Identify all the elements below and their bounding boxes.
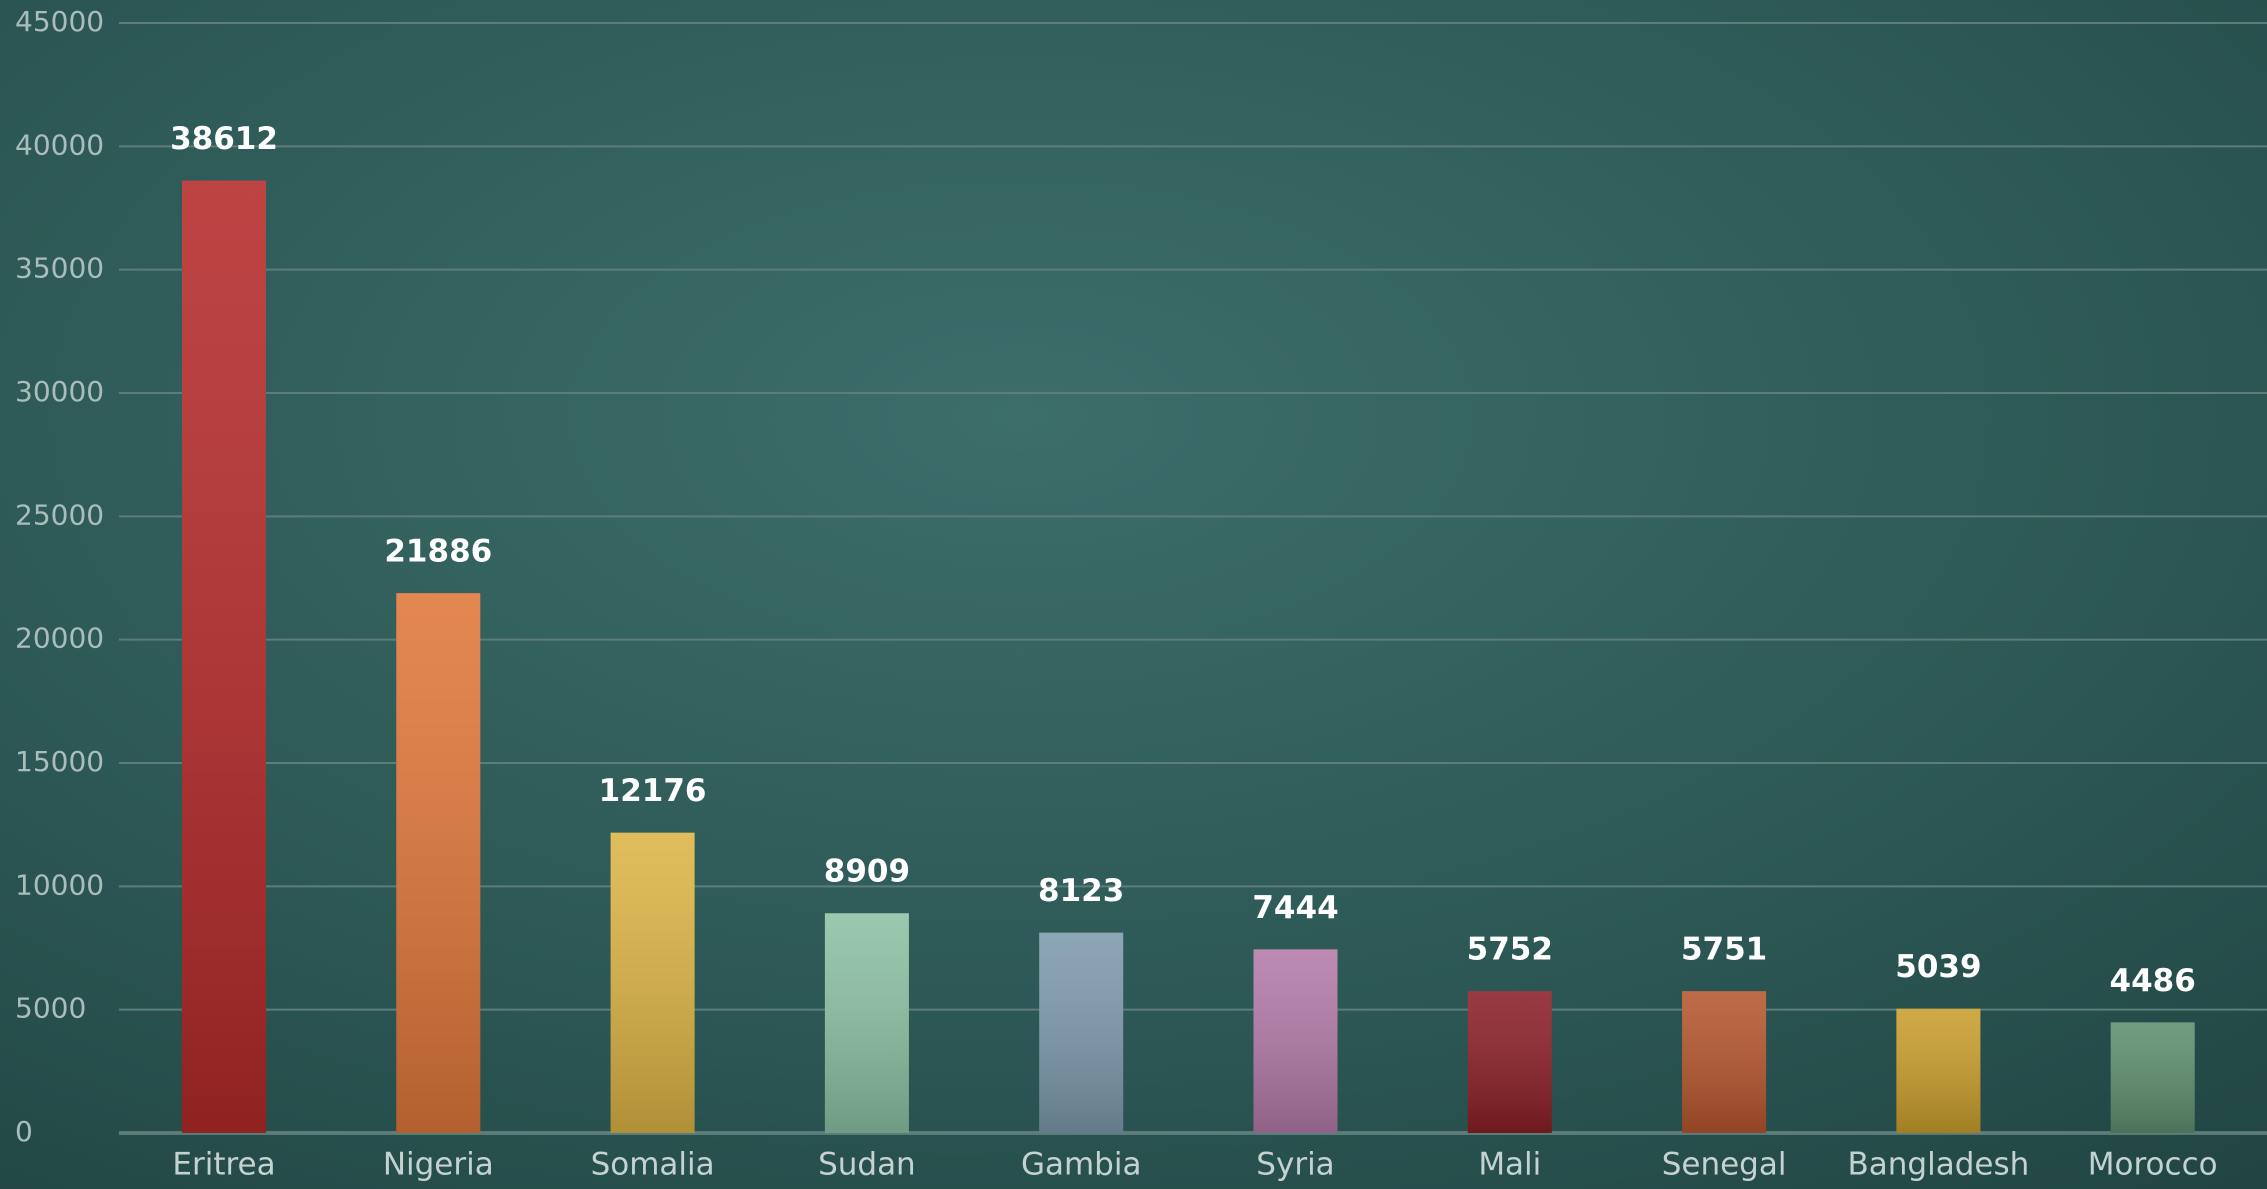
value-label: 38612 (170, 121, 278, 157)
x-tick-label: Bangladesh (1848, 1147, 2030, 1183)
y-tick-label: 45000 (15, 5, 104, 38)
y-tick-label: 40000 (15, 128, 104, 161)
value-label: 8123 (1038, 873, 1124, 909)
y-tick-label: 15000 (15, 745, 104, 778)
bar-shade (611, 833, 695, 1133)
value-label: 5752 (1467, 932, 1553, 968)
y-tick-label: 25000 (15, 498, 104, 531)
value-label: 21886 (384, 534, 492, 570)
bar-shade (1682, 991, 1766, 1133)
bar-shade (396, 593, 480, 1133)
value-label: 8909 (824, 854, 910, 890)
x-tick-label: Sudan (818, 1147, 916, 1183)
bar-shade (2111, 1022, 2195, 1133)
x-tick-label: Nigeria (383, 1147, 494, 1183)
y-tick-label: 35000 (15, 252, 104, 285)
x-tick-label: Senegal (1662, 1147, 1787, 1183)
x-tick-label: Eritrea (172, 1147, 275, 1183)
x-tick-label: Somalia (591, 1147, 715, 1183)
x-tick-label: Syria (1256, 1147, 1334, 1183)
value-label: 4486 (2110, 963, 2196, 999)
y-tick-label: 30000 (15, 375, 104, 408)
bar-shade (1254, 949, 1338, 1133)
bar-shade (182, 181, 266, 1133)
value-label: 7444 (1252, 890, 1338, 926)
chart: 0 5000 10000 15000 20000 25000 30000 35000 40000… (0, 0, 2267, 1189)
bar-shade (825, 913, 909, 1133)
value-label: 12176 (599, 773, 707, 809)
y-tick-label: 5000 (15, 992, 86, 1025)
value-label: 5039 (1895, 949, 1981, 985)
bar-shade (1468, 991, 1552, 1133)
x-tick-label: Morocco (2088, 1147, 2218, 1183)
x-tick-label: Gambia (1021, 1147, 1142, 1183)
y-tick-label: 20000 (15, 622, 104, 655)
y-tick-label: 0 (15, 1115, 33, 1148)
y-tick-label: 10000 (15, 868, 104, 901)
value-label: 5751 (1681, 932, 1767, 968)
bar-shade (1039, 933, 1123, 1133)
bar-shade (1896, 1009, 1980, 1133)
x-tick-label: Mali (1478, 1147, 1541, 1183)
page: 0 5000 10000 15000 20000 25000 30000 35000 40000… (0, 0, 2267, 1189)
